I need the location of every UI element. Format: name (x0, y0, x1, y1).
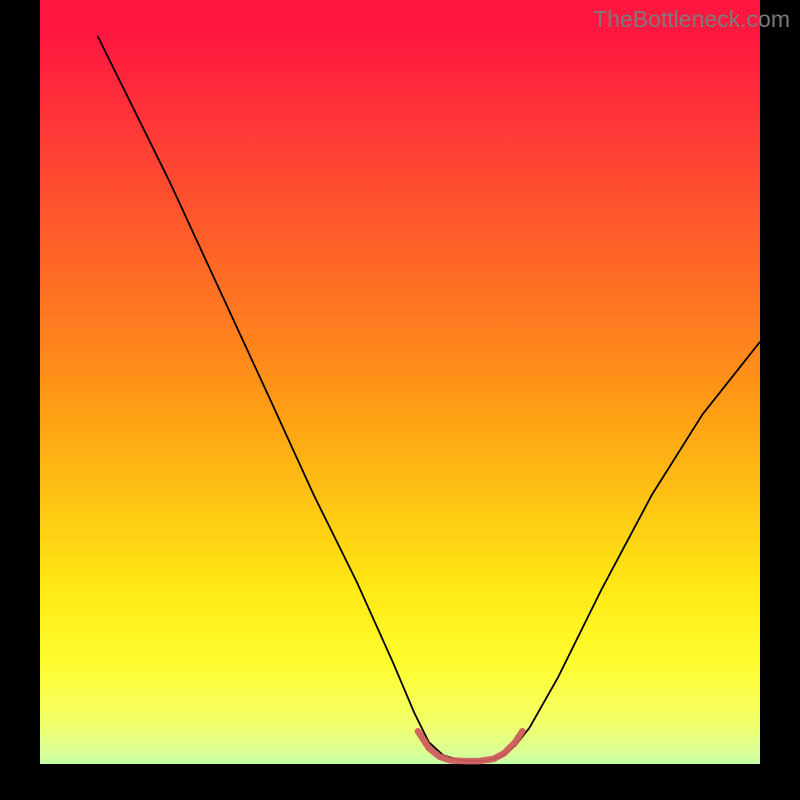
bottleneck-chart: TheBottleneck.com (0, 0, 800, 800)
chart-svg (0, 0, 800, 800)
watermark-text: TheBottleneck.com (593, 6, 790, 33)
